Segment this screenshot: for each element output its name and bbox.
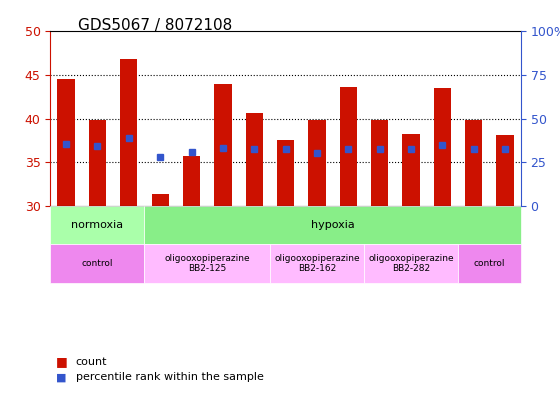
Bar xyxy=(183,156,200,206)
FancyBboxPatch shape xyxy=(364,244,458,283)
Bar xyxy=(246,113,263,206)
FancyBboxPatch shape xyxy=(144,206,521,244)
Bar xyxy=(340,87,357,206)
Text: normoxia: normoxia xyxy=(71,220,124,230)
Bar xyxy=(214,84,231,206)
FancyBboxPatch shape xyxy=(270,244,364,283)
FancyBboxPatch shape xyxy=(50,244,144,283)
Text: oligooxopiperazine
BB2-282: oligooxopiperazine BB2-282 xyxy=(368,254,454,273)
Bar xyxy=(58,79,74,206)
Text: ■: ■ xyxy=(56,355,68,368)
Bar xyxy=(403,134,419,206)
FancyBboxPatch shape xyxy=(458,244,521,283)
Text: hypoxia: hypoxia xyxy=(311,220,354,230)
Bar xyxy=(497,135,514,206)
Bar xyxy=(434,88,451,206)
Bar xyxy=(371,120,388,206)
FancyBboxPatch shape xyxy=(50,206,144,244)
Bar xyxy=(309,120,325,206)
Text: control: control xyxy=(82,259,113,268)
Text: oligooxopiperazine
BB2-162: oligooxopiperazine BB2-162 xyxy=(274,254,360,273)
Bar xyxy=(277,140,294,206)
Bar xyxy=(89,120,106,206)
FancyBboxPatch shape xyxy=(144,244,270,283)
Text: count: count xyxy=(76,356,107,367)
Bar xyxy=(152,194,169,206)
Text: oligooxopiperazine
BB2-125: oligooxopiperazine BB2-125 xyxy=(165,254,250,273)
Text: percentile rank within the sample: percentile rank within the sample xyxy=(76,372,263,382)
Bar xyxy=(465,120,482,206)
Text: ■: ■ xyxy=(56,372,67,382)
Text: GDS5067 / 8072108: GDS5067 / 8072108 xyxy=(78,18,232,33)
Text: control: control xyxy=(474,259,505,268)
Bar xyxy=(120,59,137,206)
